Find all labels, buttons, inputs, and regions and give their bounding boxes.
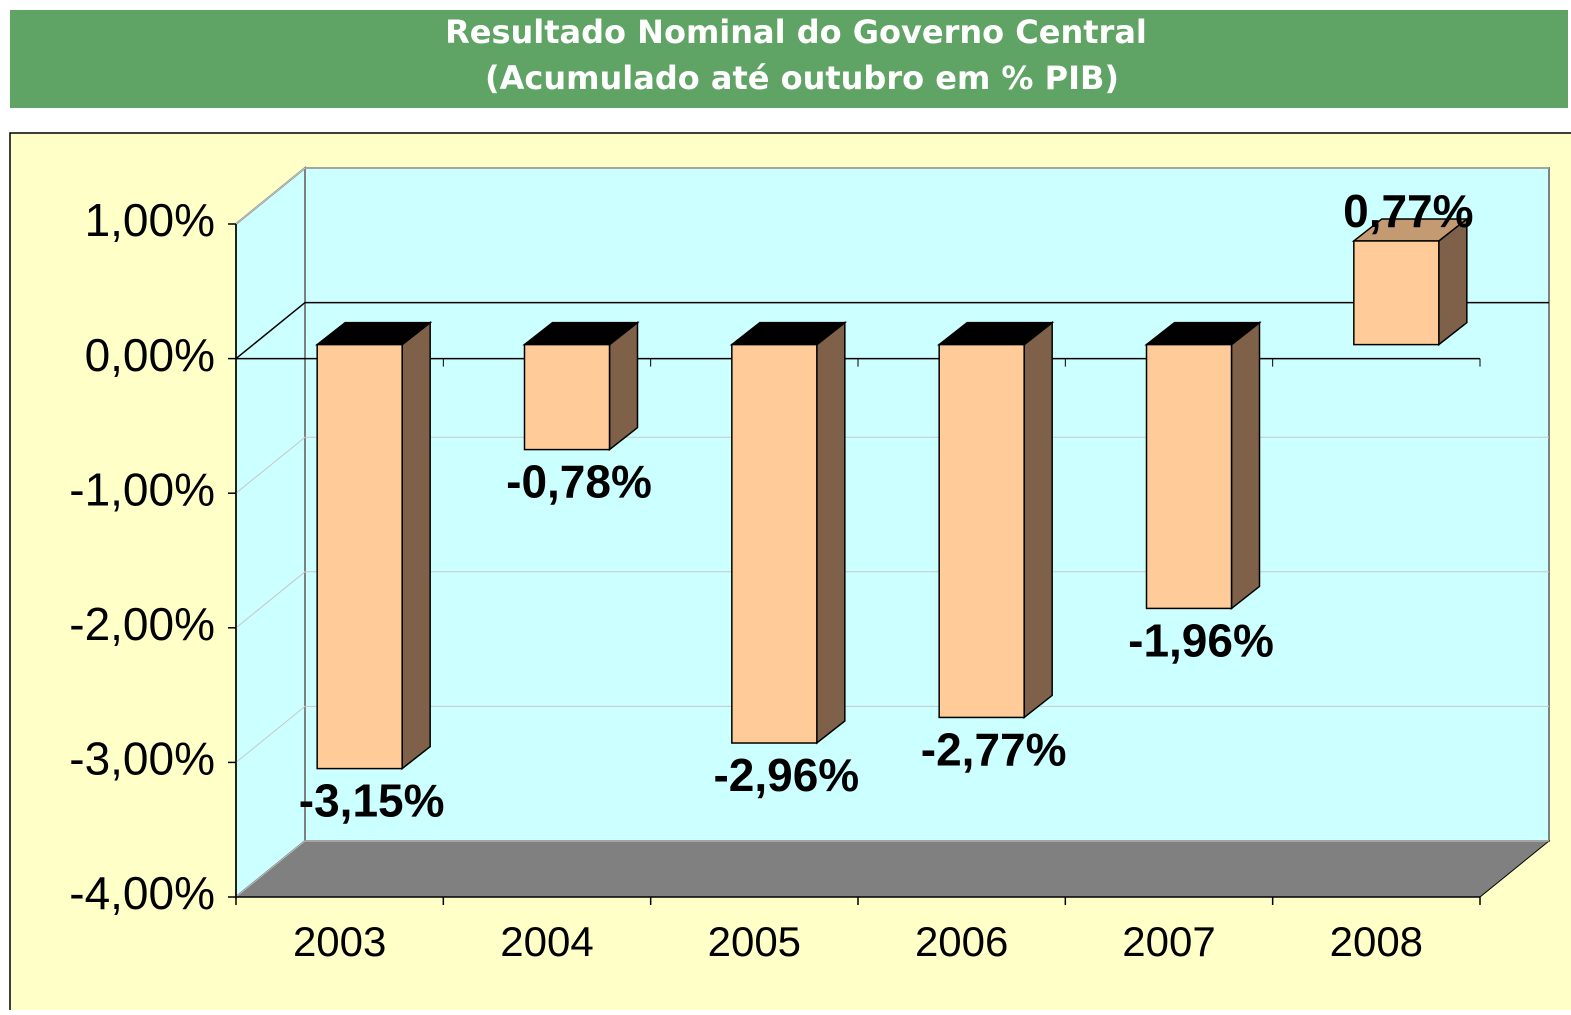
grid-line (235, 705, 1549, 763)
side-wall (235, 165, 306, 900)
grid-line (235, 840, 1549, 898)
y-tick-label: 0,00% (85, 329, 215, 381)
x-tick-label: 2008 (1330, 918, 1423, 965)
bar-side (1023, 321, 1053, 719)
value-label: -2,96% (713, 749, 859, 801)
x-tick-label: 2005 (708, 918, 801, 965)
x-tick-label: 2003 (293, 918, 386, 965)
value-label: 0,77% (1343, 185, 1473, 237)
y-tick-label: -1,00% (69, 463, 215, 515)
bar-side (816, 321, 846, 745)
bar (938, 343, 1025, 719)
y-tick-label: -2,00% (69, 598, 215, 650)
value-label: -1,96% (1128, 615, 1274, 667)
grid-line (235, 436, 1549, 494)
bar (523, 343, 611, 451)
bar (1353, 240, 1440, 346)
y-tick-label: -3,00% (69, 733, 215, 785)
x-tick-label: 2007 (1122, 918, 1215, 965)
x-tick-label: 2006 (915, 918, 1008, 965)
chart-subtitle: (Acumulado até outubro em % PIB) (485, 59, 1119, 97)
value-label: -0,78% (506, 456, 652, 508)
grid-line (235, 167, 1549, 225)
y-tick-label: 1,00% (85, 194, 215, 246)
grid-line (235, 571, 1549, 629)
chart-title: Resultado Nominal do Governo Central (445, 13, 1147, 51)
bar (316, 343, 403, 770)
y-tick-label: -4,00% (69, 867, 215, 919)
grid-line (235, 301, 1549, 360)
bar-side (1230, 321, 1261, 610)
bar (731, 343, 818, 744)
header-band (10, 10, 1568, 108)
bar (1145, 343, 1233, 610)
value-label: -3,15% (299, 775, 445, 827)
x-tick-label: 2004 (500, 918, 593, 965)
floor (234, 840, 1551, 898)
bar-side (401, 321, 431, 771)
value-label: -2,77% (921, 724, 1067, 776)
